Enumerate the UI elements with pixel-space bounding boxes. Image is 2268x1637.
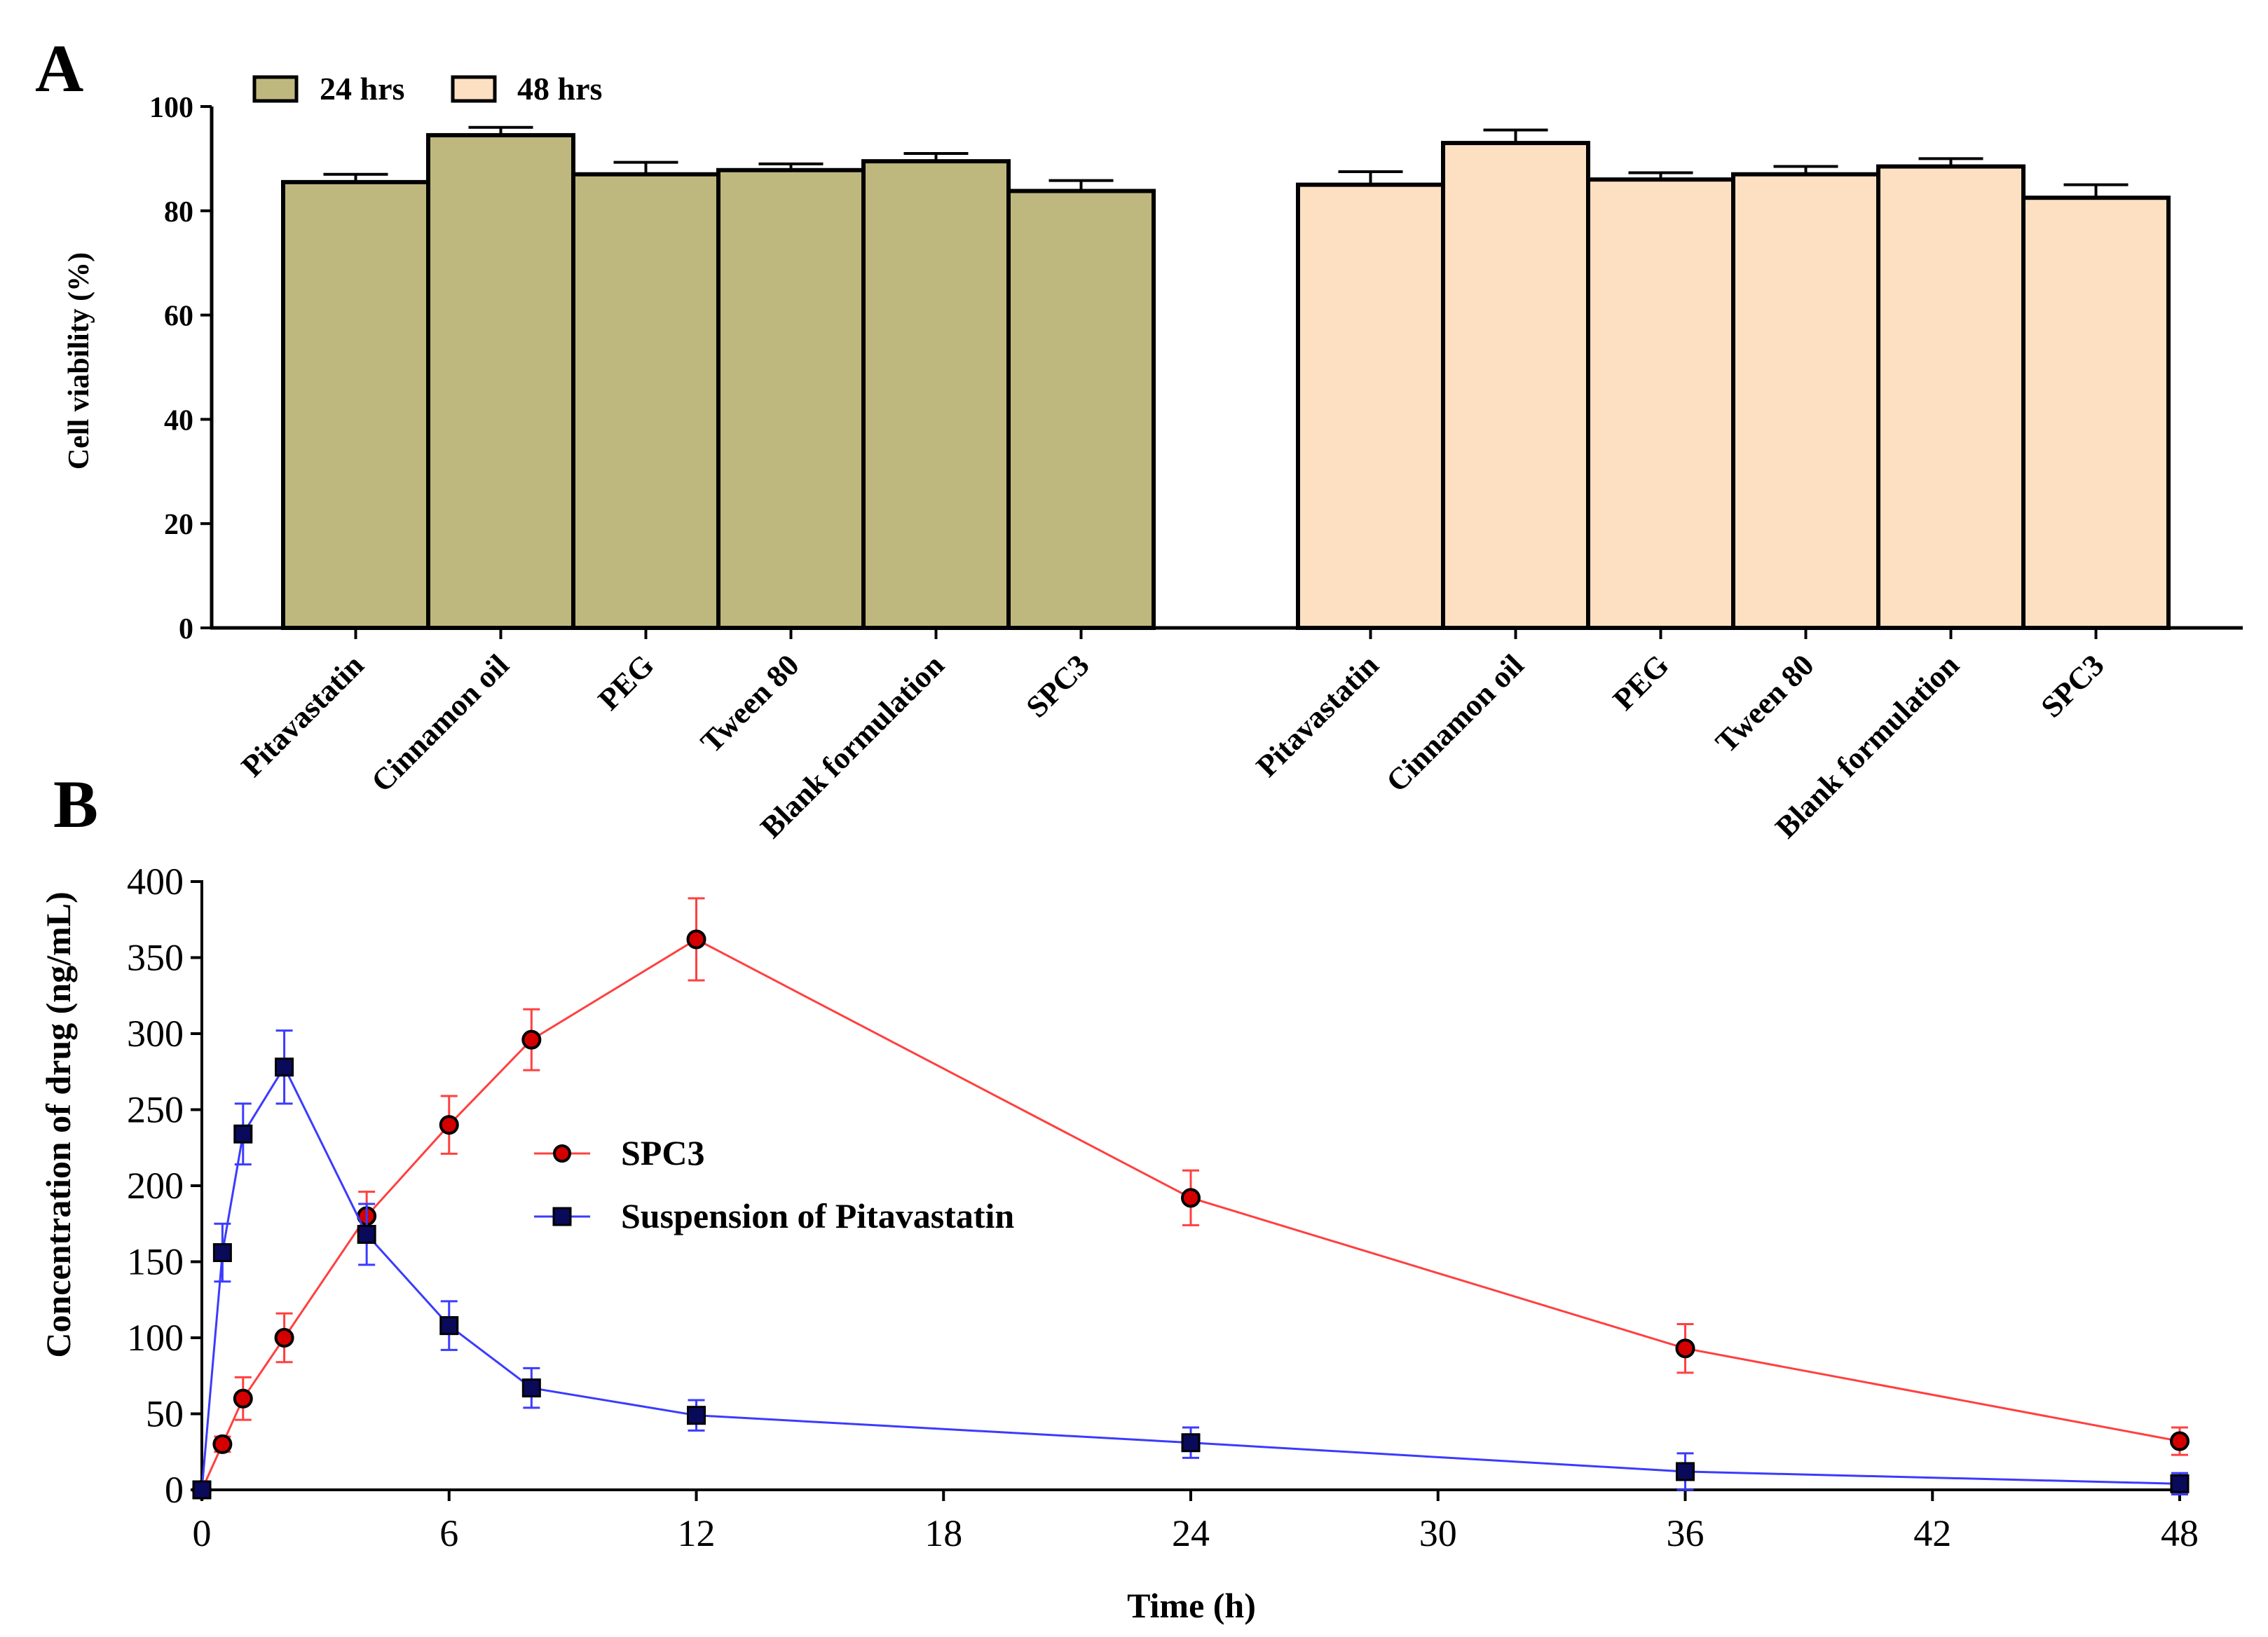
legend-a-swatch-24hrs <box>252 75 299 103</box>
legend-a: 24 hrs 48 hrs <box>252 71 602 107</box>
category-label: PEG <box>592 648 661 717</box>
data-point-suspension-of-pitavastatin <box>275 1057 294 1077</box>
data-point-spc3 <box>233 1388 253 1409</box>
bar-24-hrs-spc3 <box>1006 189 1156 630</box>
y-tick-label-b: 250 <box>127 1089 184 1131</box>
bar-48-hrs-peg <box>1586 177 1735 631</box>
panel-a-letter: A <box>35 31 83 106</box>
data-point-suspension-of-pitavastatin <box>439 1316 459 1336</box>
data-point-spc3 <box>2170 1431 2190 1451</box>
data-point-suspension-of-pitavastatin <box>1181 1433 1201 1453</box>
legend-a-label-48hrs: 48 hrs <box>517 71 602 107</box>
data-point-spc3 <box>212 1434 233 1454</box>
x-tick-label-b: 18 <box>924 1512 962 1554</box>
category-label: SPC3 <box>2035 648 2111 724</box>
panel-a: A 24 hrs 48 hrs Cell viability (%) 0 20 40… <box>35 31 2243 844</box>
category-label: Cinnamon oil <box>364 648 515 798</box>
bar-48-hrs-pitavastatin <box>1296 182 1445 631</box>
data-point-suspension-of-pitavastatin <box>2170 1474 2190 1493</box>
y-tick-label-b: 150 <box>127 1241 184 1283</box>
series-line-suspension-of-pitavastatin <box>200 1064 2180 1491</box>
x-tick-label-b: 6 <box>439 1512 458 1554</box>
bars-a <box>281 132 2171 631</box>
y-tick-label-a: 20 <box>164 509 193 541</box>
data-point-spc3 <box>686 929 706 950</box>
legend-b-label-spc3: SPC3 <box>621 1133 704 1172</box>
legend-b-label-suspension: Suspension of Pitavastatin <box>621 1196 1014 1235</box>
y-tick-label-b: 200 <box>127 1165 184 1207</box>
y-tick-label-b: 350 <box>127 937 184 979</box>
y-tick-label-b: 400 <box>127 861 184 903</box>
y-axis-title-b: Concentration of drug (ng/mL) <box>39 891 78 1357</box>
x-tick-label-b: 0 <box>193 1512 212 1554</box>
x-axis-title-b: Time (h) <box>1127 1586 1256 1625</box>
data-point-spc3 <box>521 1029 542 1050</box>
y-tick-label-a: 40 <box>164 404 193 437</box>
category-label: Pitavastatin <box>1250 648 1386 783</box>
bar-24-hrs-pitavastatin <box>281 179 430 630</box>
bar-24-hrs-blank-formulation <box>861 159 1011 630</box>
data-point-suspension-of-pitavastatin <box>357 1224 376 1244</box>
panel-b: B Concentration of drug (ng/mL) Time (h)… <box>39 767 2199 1625</box>
y-tick-label-a: 100 <box>149 92 193 124</box>
y-tick-label-b: 100 <box>127 1317 184 1359</box>
y-axis-ticks-b: 0 50 100 150 200 250 300 350 400 <box>127 861 202 1511</box>
data-point-suspension-of-pitavastatin <box>192 1480 212 1500</box>
data-point-spc3 <box>1675 1338 1695 1359</box>
y-axis-ticks-a: 0 20 40 60 80 100 <box>149 92 212 645</box>
legend-b-marker-suspension <box>552 1207 572 1226</box>
x-axis-ticks-b: 0 6 12 18 24 30 36 42 48 <box>193 1490 2199 1554</box>
data-point-suspension-of-pitavastatin <box>212 1242 232 1262</box>
bar-24-hrs-peg <box>571 172 720 631</box>
data-point-spc3 <box>1181 1188 1201 1208</box>
legend-a-label-24hrs: 24 hrs <box>320 71 404 107</box>
category-label: Pitavastatin <box>235 648 371 783</box>
category-label: Tween 80 <box>1709 648 1820 759</box>
panel-b-letter: B <box>53 767 98 842</box>
data-point-suspension-of-pitavastatin <box>687 1406 706 1425</box>
y-tick-label-b: 0 <box>165 1469 184 1511</box>
category-label: Tween 80 <box>694 648 805 759</box>
bar-48-hrs-cinnamon-oil <box>1441 141 1590 630</box>
bar-24-hrs-cinnamon-oil <box>426 132 575 631</box>
y-tick-label-a: 80 <box>164 196 193 228</box>
bar-48-hrs-tween-80 <box>1731 172 1880 631</box>
bar-24-hrs-tween-80 <box>716 167 866 630</box>
bar-48-hrs-blank-formulation <box>1876 164 2026 630</box>
x-tick-label-b: 48 <box>2161 1512 2199 1554</box>
x-tick-label-b: 30 <box>1419 1512 1457 1554</box>
x-tick-label-b: 42 <box>1913 1512 1951 1554</box>
x-tick-label-b: 12 <box>678 1512 716 1554</box>
error-bars-a <box>323 125 2129 198</box>
y-tick-label-b: 50 <box>146 1393 184 1435</box>
y-tick-label-b: 300 <box>127 1013 184 1055</box>
y-axis-title-a: Cell viability (%) <box>63 252 95 470</box>
y-tick-label-a: 60 <box>164 301 193 333</box>
category-label: SPC3 <box>1020 648 1096 724</box>
x-tick-label-b: 24 <box>1172 1512 1210 1554</box>
y-tick-label-a: 0 <box>179 613 193 645</box>
data-point-spc3 <box>274 1328 294 1348</box>
legend-b: SPC3 Suspension of Pitavastatin <box>534 1133 1014 1235</box>
series-b <box>192 897 2190 1500</box>
data-point-suspension-of-pitavastatin <box>233 1124 253 1144</box>
data-point-suspension-of-pitavastatin <box>1676 1462 1695 1481</box>
legend-b-marker-spc3 <box>553 1144 571 1163</box>
legend-a-swatch-48hrs <box>451 75 497 103</box>
bar-48-hrs-spc3 <box>2021 196 2171 630</box>
x-tick-label-b: 36 <box>1667 1512 1705 1554</box>
data-point-suspension-of-pitavastatin <box>521 1378 541 1398</box>
category-label: Cinnamon oil <box>1379 648 1530 798</box>
category-label: PEG <box>1606 648 1676 717</box>
data-point-spc3 <box>439 1115 459 1135</box>
